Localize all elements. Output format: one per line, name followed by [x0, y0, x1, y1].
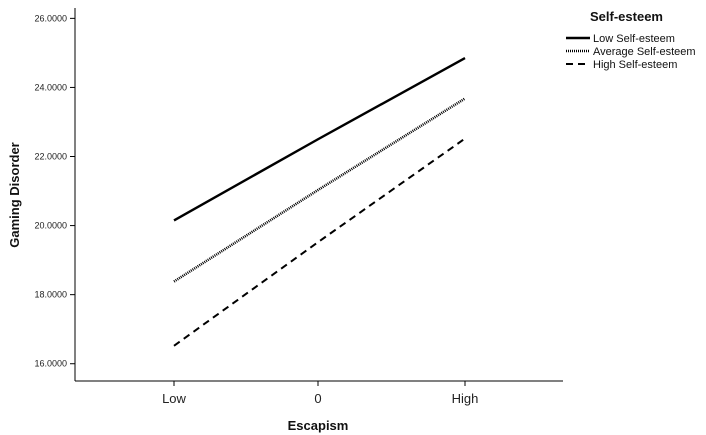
legend-label: Average Self-esteem [593, 46, 696, 58]
legend-label: High Self-esteem [593, 59, 677, 71]
y-tick-label: 18.0000 [34, 290, 67, 300]
x-tick-label: High [452, 391, 479, 406]
y-tick-label: 26.0000 [34, 13, 67, 23]
y-axis-title: Gaming Disorder [7, 142, 22, 247]
series-lines [173, 57, 466, 347]
series-line [173, 137, 466, 347]
y-tick-label: 22.0000 [34, 152, 67, 162]
legend-title: Self-esteem [590, 9, 663, 24]
x-axis-ticks: Low 0 High [162, 381, 478, 406]
y-tick-label: 16.0000 [34, 359, 67, 369]
y-tick-label: 20.0000 [34, 221, 67, 231]
legend-label: Low Self-esteem [593, 33, 675, 45]
y-axis-ticks: 16.0000 18.0000 20.0000 22.0000 24.0000 26.00… [34, 13, 75, 369]
series-line [173, 97, 466, 283]
x-tick-label: Low [162, 391, 186, 406]
x-axis-title: Escapism [288, 418, 349, 433]
y-tick-label: 24.0000 [34, 82, 67, 92]
series-line [173, 57, 466, 222]
x-tick-label: 0 [314, 391, 321, 406]
